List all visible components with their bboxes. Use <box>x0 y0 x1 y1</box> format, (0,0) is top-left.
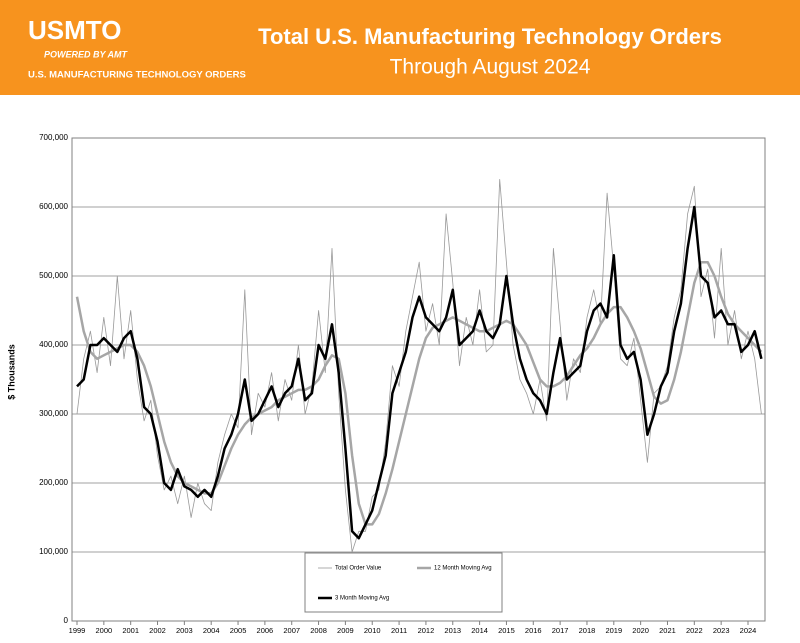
series-line <box>75 260 763 526</box>
y-tick-label: 500,000 <box>39 271 68 280</box>
x-tick-label: 2012 <box>418 626 435 635</box>
logo-powered: POWERED BY AMT <box>44 49 129 59</box>
x-tick-label: 2011 <box>391 626 407 635</box>
x-tick-label: 2015 <box>498 626 515 635</box>
header-bar <box>0 0 800 95</box>
chart-subtitle: Through August 2024 <box>390 56 591 79</box>
legend-label: 3 Month Moving Avg <box>335 596 389 602</box>
x-tick-label: 2010 <box>364 626 381 635</box>
x-tick-label: 2024 <box>740 626 757 635</box>
x-tick-label: 2009 <box>337 626 354 635</box>
x-tick-label: 2000 <box>95 626 112 635</box>
y-tick-label: 600,000 <box>39 202 68 211</box>
y-axis-label: $ Thousands <box>6 344 16 400</box>
x-tick-label: 2022 <box>686 626 703 635</box>
y-tick-label: 400,000 <box>39 340 68 349</box>
chart-title: Total U.S. Manufacturing Technology Orde… <box>258 24 722 49</box>
legend-box <box>304 552 503 613</box>
y-tick-label: 200,000 <box>39 478 68 487</box>
x-tick-label: 2003 <box>176 626 193 635</box>
x-tick-label: 2005 <box>230 626 247 635</box>
y-tick-label: 0 <box>64 616 69 625</box>
x-tick-label: 2020 <box>632 626 649 635</box>
logo-tagline: U.S. MANUFACTURING TECHNOLOGY ORDERS <box>28 70 246 81</box>
x-tick-label: 2001 <box>122 626 139 635</box>
x-tick-label: 1999 <box>69 626 86 635</box>
x-tick-label: 2018 <box>579 626 596 635</box>
x-tick-label: 2007 <box>283 626 300 635</box>
legend-label: Total Order Value <box>335 566 382 572</box>
x-tick-label: 2002 <box>149 626 166 635</box>
series-line <box>76 179 762 553</box>
x-tick-label: 2006 <box>257 626 274 635</box>
y-tick-label: 700,000 <box>39 133 68 142</box>
plot-frame <box>71 137 766 622</box>
x-tick-label: 2014 <box>471 626 488 635</box>
y-tick-label: 100,000 <box>39 547 68 556</box>
legend-label: 12 Month Moving Avg <box>434 566 492 572</box>
logo: USMTO <box>28 15 121 45</box>
x-tick-label: 2021 <box>659 626 676 635</box>
x-tick-label: 2013 <box>444 626 461 635</box>
x-tick-label: 2023 <box>713 626 730 635</box>
y-tick-label: 300,000 <box>39 409 68 418</box>
x-tick-label: 2017 <box>552 626 569 635</box>
x-tick-label: 2008 <box>310 626 327 635</box>
x-tick-label: 2016 <box>525 626 542 635</box>
series-line <box>76 205 763 540</box>
x-tick-label: 2019 <box>605 626 622 635</box>
x-tick-label: 2004 <box>203 626 220 635</box>
